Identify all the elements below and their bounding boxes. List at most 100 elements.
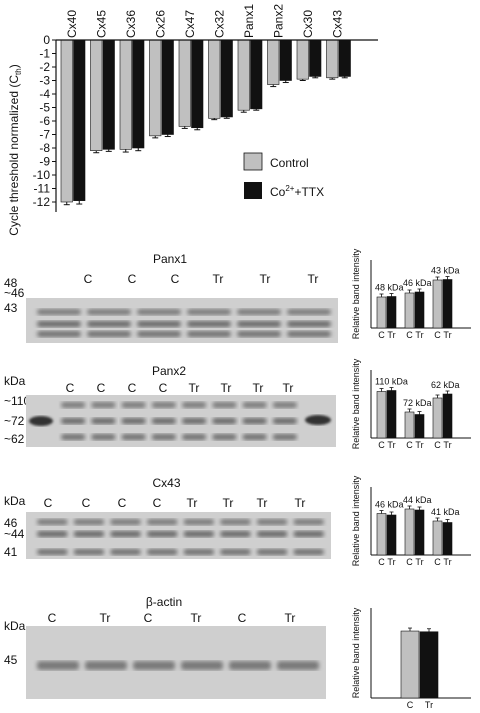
lane-label: C bbox=[171, 272, 180, 286]
band bbox=[287, 309, 331, 315]
band bbox=[37, 549, 68, 555]
size-marker: ~110 bbox=[4, 394, 30, 408]
y-tick-label: -9 bbox=[39, 155, 50, 169]
mini-x-label: Tr bbox=[387, 440, 395, 450]
lane-label: Tr bbox=[189, 381, 200, 395]
band bbox=[242, 402, 267, 408]
band bbox=[220, 519, 251, 525]
lane-label: C bbox=[159, 381, 168, 395]
band bbox=[187, 331, 231, 337]
mini-x-label: C bbox=[434, 330, 441, 340]
y-tick-label: -4 bbox=[39, 87, 50, 101]
y-tick-label: -7 bbox=[39, 128, 50, 142]
band bbox=[37, 519, 68, 525]
mini-ylabel: Relative band intensity bbox=[351, 248, 361, 339]
bar bbox=[250, 39, 263, 110]
lane-label: Tr bbox=[295, 496, 306, 510]
blot-title: Panx1 bbox=[153, 252, 187, 266]
category-label: Cx32 bbox=[213, 10, 227, 38]
lane-label: C bbox=[238, 611, 247, 625]
mini-x-label: C bbox=[378, 440, 385, 450]
band bbox=[277, 661, 319, 670]
blot-1: Panx2 kDa C C C C Tr Tr Tr Tr ~110 ~72 ~62 bbox=[4, 364, 336, 447]
band bbox=[133, 661, 175, 670]
band bbox=[256, 531, 288, 537]
blot-title: β-actin bbox=[146, 595, 182, 609]
category-label: Cx30 bbox=[301, 10, 315, 38]
mini-ylabel: Relative band intensity bbox=[351, 475, 361, 566]
band bbox=[87, 321, 131, 327]
mini-bar bbox=[432, 279, 443, 329]
mini-x-label: C bbox=[406, 440, 413, 450]
band bbox=[287, 321, 331, 327]
band bbox=[220, 549, 251, 555]
band bbox=[61, 402, 86, 408]
band bbox=[137, 321, 181, 327]
bar bbox=[73, 39, 86, 201]
band bbox=[183, 519, 215, 525]
mini-group-label: 41 kDa bbox=[431, 507, 460, 517]
lane-label: C bbox=[66, 381, 75, 395]
lane-label: Tr bbox=[260, 272, 271, 286]
y-tick-label: -6 bbox=[39, 114, 50, 128]
legend-label-control: Control bbox=[270, 156, 309, 170]
mini-x-label: C bbox=[406, 557, 413, 567]
ladder-band bbox=[305, 415, 331, 425]
band bbox=[37, 309, 81, 315]
band bbox=[91, 434, 116, 440]
bar bbox=[60, 39, 73, 203]
mini-bar bbox=[376, 296, 387, 329]
band bbox=[181, 661, 223, 670]
bar bbox=[161, 39, 174, 135]
band bbox=[37, 661, 79, 670]
mini-x-label: Tr bbox=[415, 330, 423, 340]
size-marker: 45 bbox=[4, 653, 18, 667]
band bbox=[37, 321, 81, 327]
bar bbox=[119, 39, 132, 150]
lane-label: C bbox=[84, 272, 93, 286]
band bbox=[137, 309, 181, 315]
size-marker: ~72 bbox=[4, 414, 25, 428]
band bbox=[237, 321, 281, 327]
band bbox=[242, 434, 267, 440]
band bbox=[293, 519, 324, 525]
bar bbox=[309, 39, 322, 77]
bar bbox=[220, 39, 233, 118]
legend-swatch-control bbox=[243, 152, 263, 171]
mini-bar bbox=[404, 292, 415, 329]
mini-group-label: 46 kDa bbox=[403, 278, 432, 288]
mini-x-label: Tr bbox=[425, 700, 433, 710]
band bbox=[61, 418, 86, 424]
mini-ylabel: Relative band intensity bbox=[351, 358, 361, 449]
mini-group-label: 62 kDa bbox=[431, 380, 460, 390]
lane-label: Tr bbox=[100, 611, 111, 625]
band bbox=[146, 549, 178, 555]
band bbox=[183, 549, 215, 555]
band bbox=[212, 418, 237, 424]
band bbox=[73, 519, 105, 525]
mini-bar bbox=[376, 513, 387, 556]
mini-bar bbox=[442, 393, 453, 439]
category-label: Panx2 bbox=[272, 4, 286, 38]
band bbox=[212, 402, 237, 408]
category-label: Panx1 bbox=[242, 4, 256, 38]
mini-group-label: 46 kDa bbox=[375, 500, 404, 510]
band bbox=[272, 418, 297, 424]
mini-bar bbox=[400, 630, 420, 699]
bar bbox=[178, 39, 191, 127]
mini-group-label: 110 kDa bbox=[375, 377, 408, 387]
mini-x-label: Tr bbox=[387, 330, 395, 340]
band bbox=[183, 531, 215, 537]
band bbox=[212, 434, 237, 440]
lane-label: C bbox=[128, 272, 137, 286]
mini-chart-1: Relative band intensity 110 kDa 72 kDa 62 k… bbox=[351, 358, 471, 450]
band bbox=[110, 519, 141, 525]
ladder-band bbox=[29, 416, 53, 426]
size-marker: 46 bbox=[4, 516, 18, 530]
size-marker: ~46 bbox=[4, 286, 25, 300]
lane-label: C bbox=[97, 381, 106, 395]
mini-bar bbox=[442, 522, 453, 556]
mini-x-label: C bbox=[407, 700, 414, 710]
